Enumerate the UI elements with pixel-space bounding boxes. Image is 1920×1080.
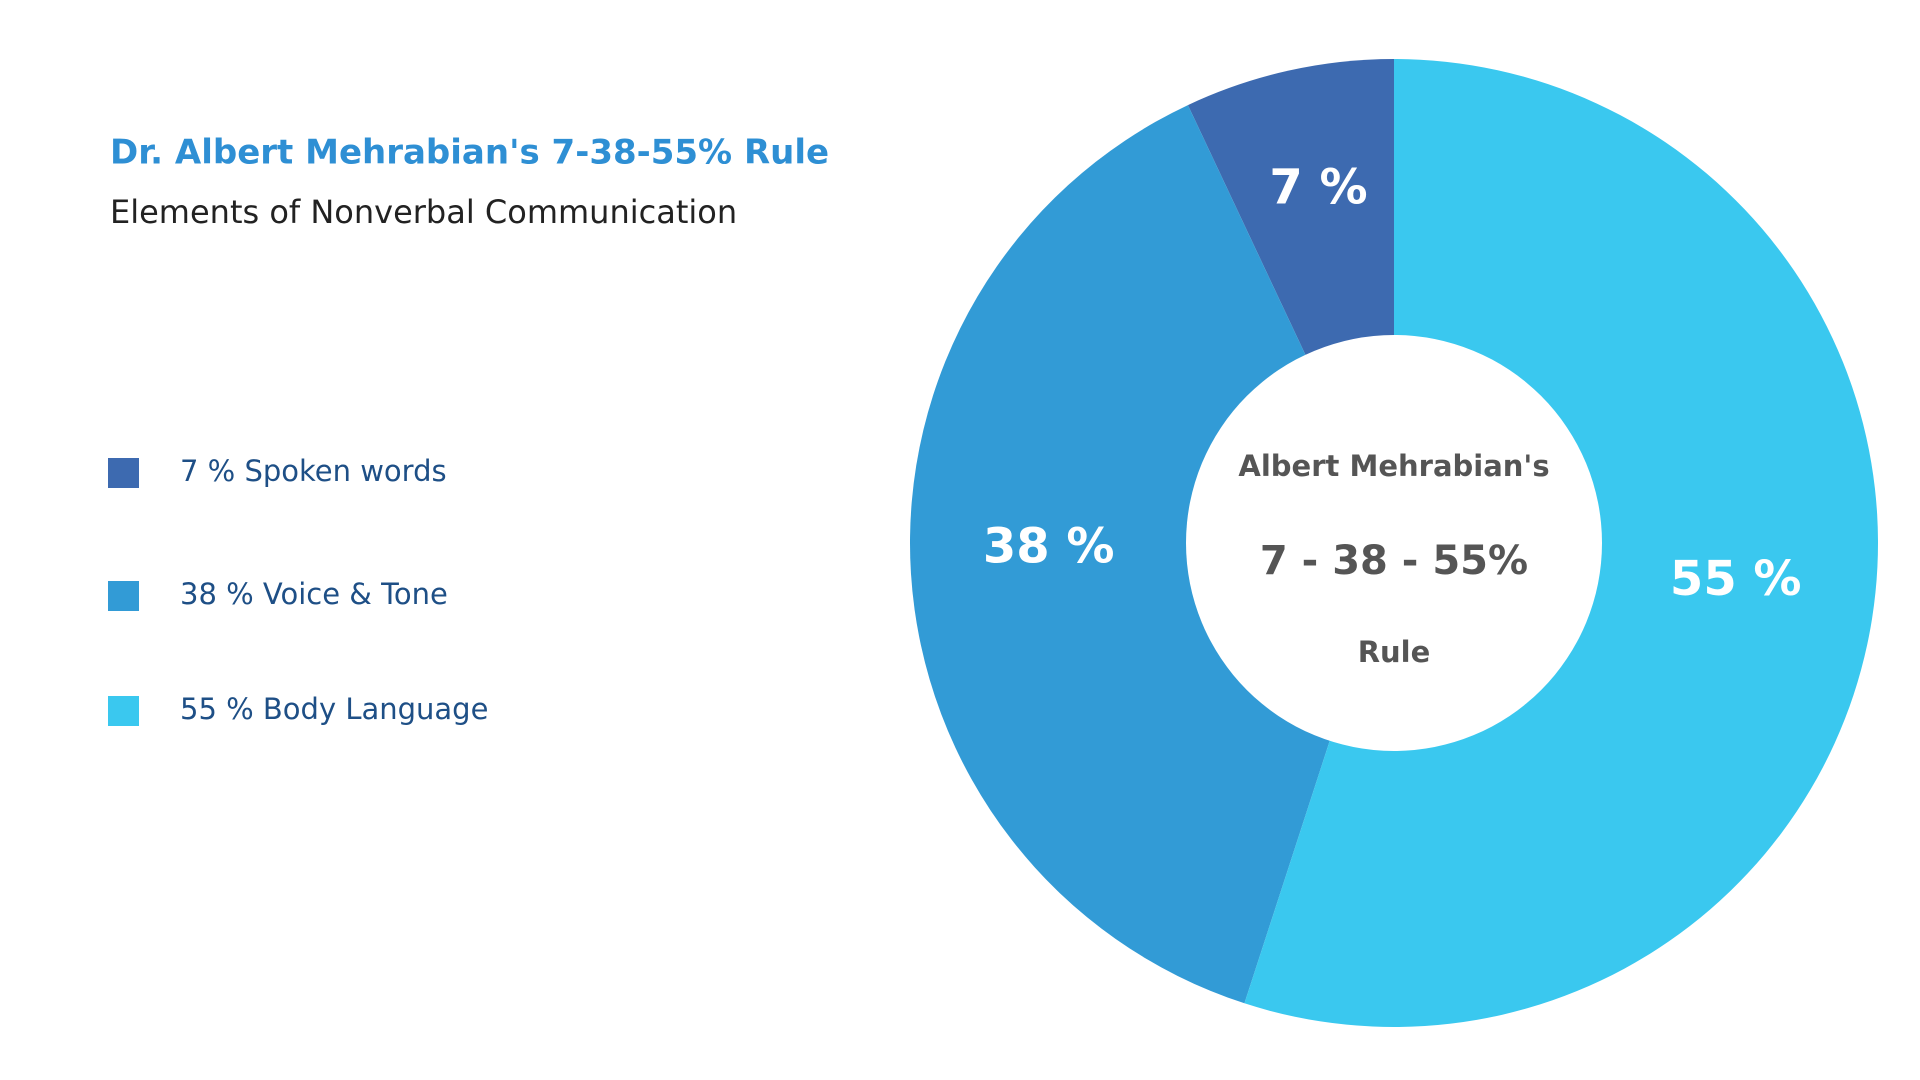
legend-swatch (108, 581, 139, 611)
legend-swatch (108, 696, 139, 726)
data-label: 7 % (1269, 159, 1367, 215)
data-label: 38 % (983, 519, 1115, 575)
legend-label: 38 % Voice & Tone (180, 577, 448, 611)
center-text: 7 - 38 - 55% (1260, 538, 1528, 584)
legend-label: 7 % Spoken words (180, 454, 447, 488)
donut-slice (910, 105, 1394, 1004)
legend-label: 55 % Body Language (180, 692, 488, 726)
donut-hole (1186, 335, 1602, 751)
center-text: Rule (1358, 635, 1431, 669)
center-text: Albert Mehrabian's (1238, 449, 1549, 483)
data-label: 55 % (1670, 551, 1802, 607)
legend-swatch (108, 458, 139, 488)
chart-title: Dr. Albert Mehrabian's 7-38-55% Rule (110, 133, 829, 173)
chart-subtitle: Elements of Nonverbal Communication (110, 193, 737, 231)
